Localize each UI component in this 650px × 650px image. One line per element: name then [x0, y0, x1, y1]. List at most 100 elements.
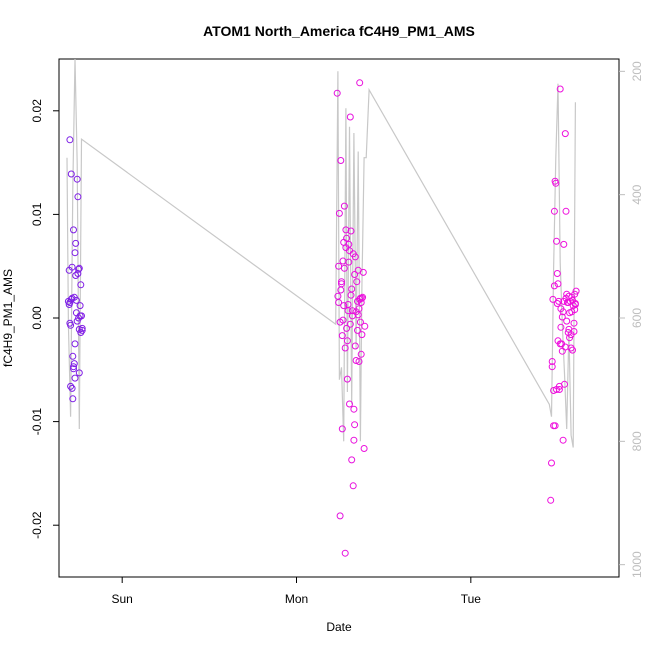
- data-point: [556, 340, 564, 348]
- y-tick-label: 0.02: [30, 99, 44, 123]
- data-point: [571, 301, 579, 308]
- data-point: [343, 375, 351, 383]
- data-point: [343, 337, 351, 345]
- chart-title: ATOM1 North_America fC4H9_PM1_AMS: [203, 23, 475, 39]
- y2-tick-label: 200: [630, 61, 644, 81]
- data-point: [67, 382, 75, 390]
- data-point: [71, 340, 79, 348]
- data-point: [74, 270, 82, 277]
- data-point: [75, 314, 83, 322]
- data-point: [69, 395, 77, 403]
- data-point: [563, 317, 571, 325]
- data-point: [346, 113, 354, 121]
- data-point: [338, 425, 346, 433]
- data-point: [78, 326, 86, 334]
- data-point: [66, 136, 74, 144]
- x-tick-label: Tue: [461, 592, 482, 606]
- data-point: [75, 264, 83, 272]
- data-point: [74, 193, 82, 201]
- data-point: [572, 287, 580, 295]
- data-point: [352, 357, 360, 364]
- data-point: [72, 239, 80, 247]
- data-point: [561, 130, 569, 138]
- data-point: [76, 312, 84, 320]
- data-point: [78, 324, 86, 332]
- data-point: [75, 265, 83, 273]
- data-point: [68, 263, 76, 271]
- data-point: [356, 79, 364, 87]
- data-point: [564, 299, 572, 306]
- data-point: [71, 374, 79, 382]
- data-point: [350, 405, 358, 413]
- data-point: [565, 325, 573, 333]
- y-tick-label: 0.00: [30, 306, 44, 330]
- data-point: [333, 89, 341, 97]
- data-point: [341, 549, 349, 557]
- data-point: [342, 226, 350, 234]
- data-point: [351, 342, 359, 350]
- data-point: [558, 347, 566, 355]
- data-point: [335, 209, 343, 217]
- data-point: [550, 387, 558, 394]
- data-point: [337, 157, 345, 164]
- data-point: [347, 291, 355, 299]
- data-point: [557, 323, 565, 331]
- data-point: [69, 352, 77, 360]
- data-point: [77, 281, 85, 289]
- data-point: [560, 240, 568, 248]
- data-point: [339, 316, 347, 324]
- y-axis: -0.02 -0.01 0.00 0.01 0.02: [30, 99, 59, 539]
- y-tick-label: 0.01: [30, 202, 44, 226]
- data-point: [75, 325, 83, 333]
- data-point: [553, 270, 561, 277]
- data-point: [343, 234, 351, 242]
- data-point: [340, 202, 348, 210]
- data-point: [353, 278, 361, 286]
- data-point: [345, 258, 353, 266]
- data-point: [568, 293, 576, 301]
- y-tick-label: -0.02: [30, 511, 44, 539]
- data-point: [548, 459, 555, 467]
- data-point: [566, 309, 574, 317]
- data-point: [559, 436, 567, 444]
- data-point: [562, 207, 570, 215]
- data-point: [351, 271, 359, 278]
- x-axis-label: Date: [326, 620, 352, 634]
- secondary-y-axis: 200 400 600 800 1000: [619, 61, 644, 578]
- data-point: [550, 207, 558, 215]
- data-point: [350, 436, 358, 444]
- data-point: [341, 344, 349, 352]
- data-point: [68, 294, 76, 302]
- data-point: [72, 272, 80, 279]
- data-point: [338, 278, 345, 286]
- data-point: [570, 319, 578, 327]
- data-point: [70, 360, 78, 368]
- data-point: [556, 85, 564, 93]
- data-point: [71, 249, 79, 257]
- data-point: [555, 382, 563, 390]
- data-point: [343, 324, 351, 332]
- data-point: [347, 227, 355, 235]
- data-point: [349, 482, 357, 490]
- data-point: [335, 299, 343, 306]
- data-point: [72, 296, 80, 304]
- data-point: [554, 280, 562, 288]
- data-point: [569, 346, 576, 354]
- data-point: [548, 363, 556, 371]
- data-point: [67, 170, 75, 178]
- data-point: [558, 313, 566, 321]
- data-point: [358, 331, 366, 339]
- y2-tick-label: 600: [630, 308, 644, 328]
- data-point: [356, 295, 364, 303]
- data-point: [348, 307, 356, 315]
- data-point: [346, 400, 353, 408]
- data-point: [354, 266, 362, 274]
- data-point: [550, 282, 558, 290]
- data-point: [355, 305, 363, 313]
- x-axis: Sun Mon Tue: [112, 577, 482, 606]
- data-point: [66, 319, 74, 327]
- data-points-group: [64, 79, 580, 557]
- data-point: [348, 456, 356, 464]
- data-point: [348, 285, 356, 293]
